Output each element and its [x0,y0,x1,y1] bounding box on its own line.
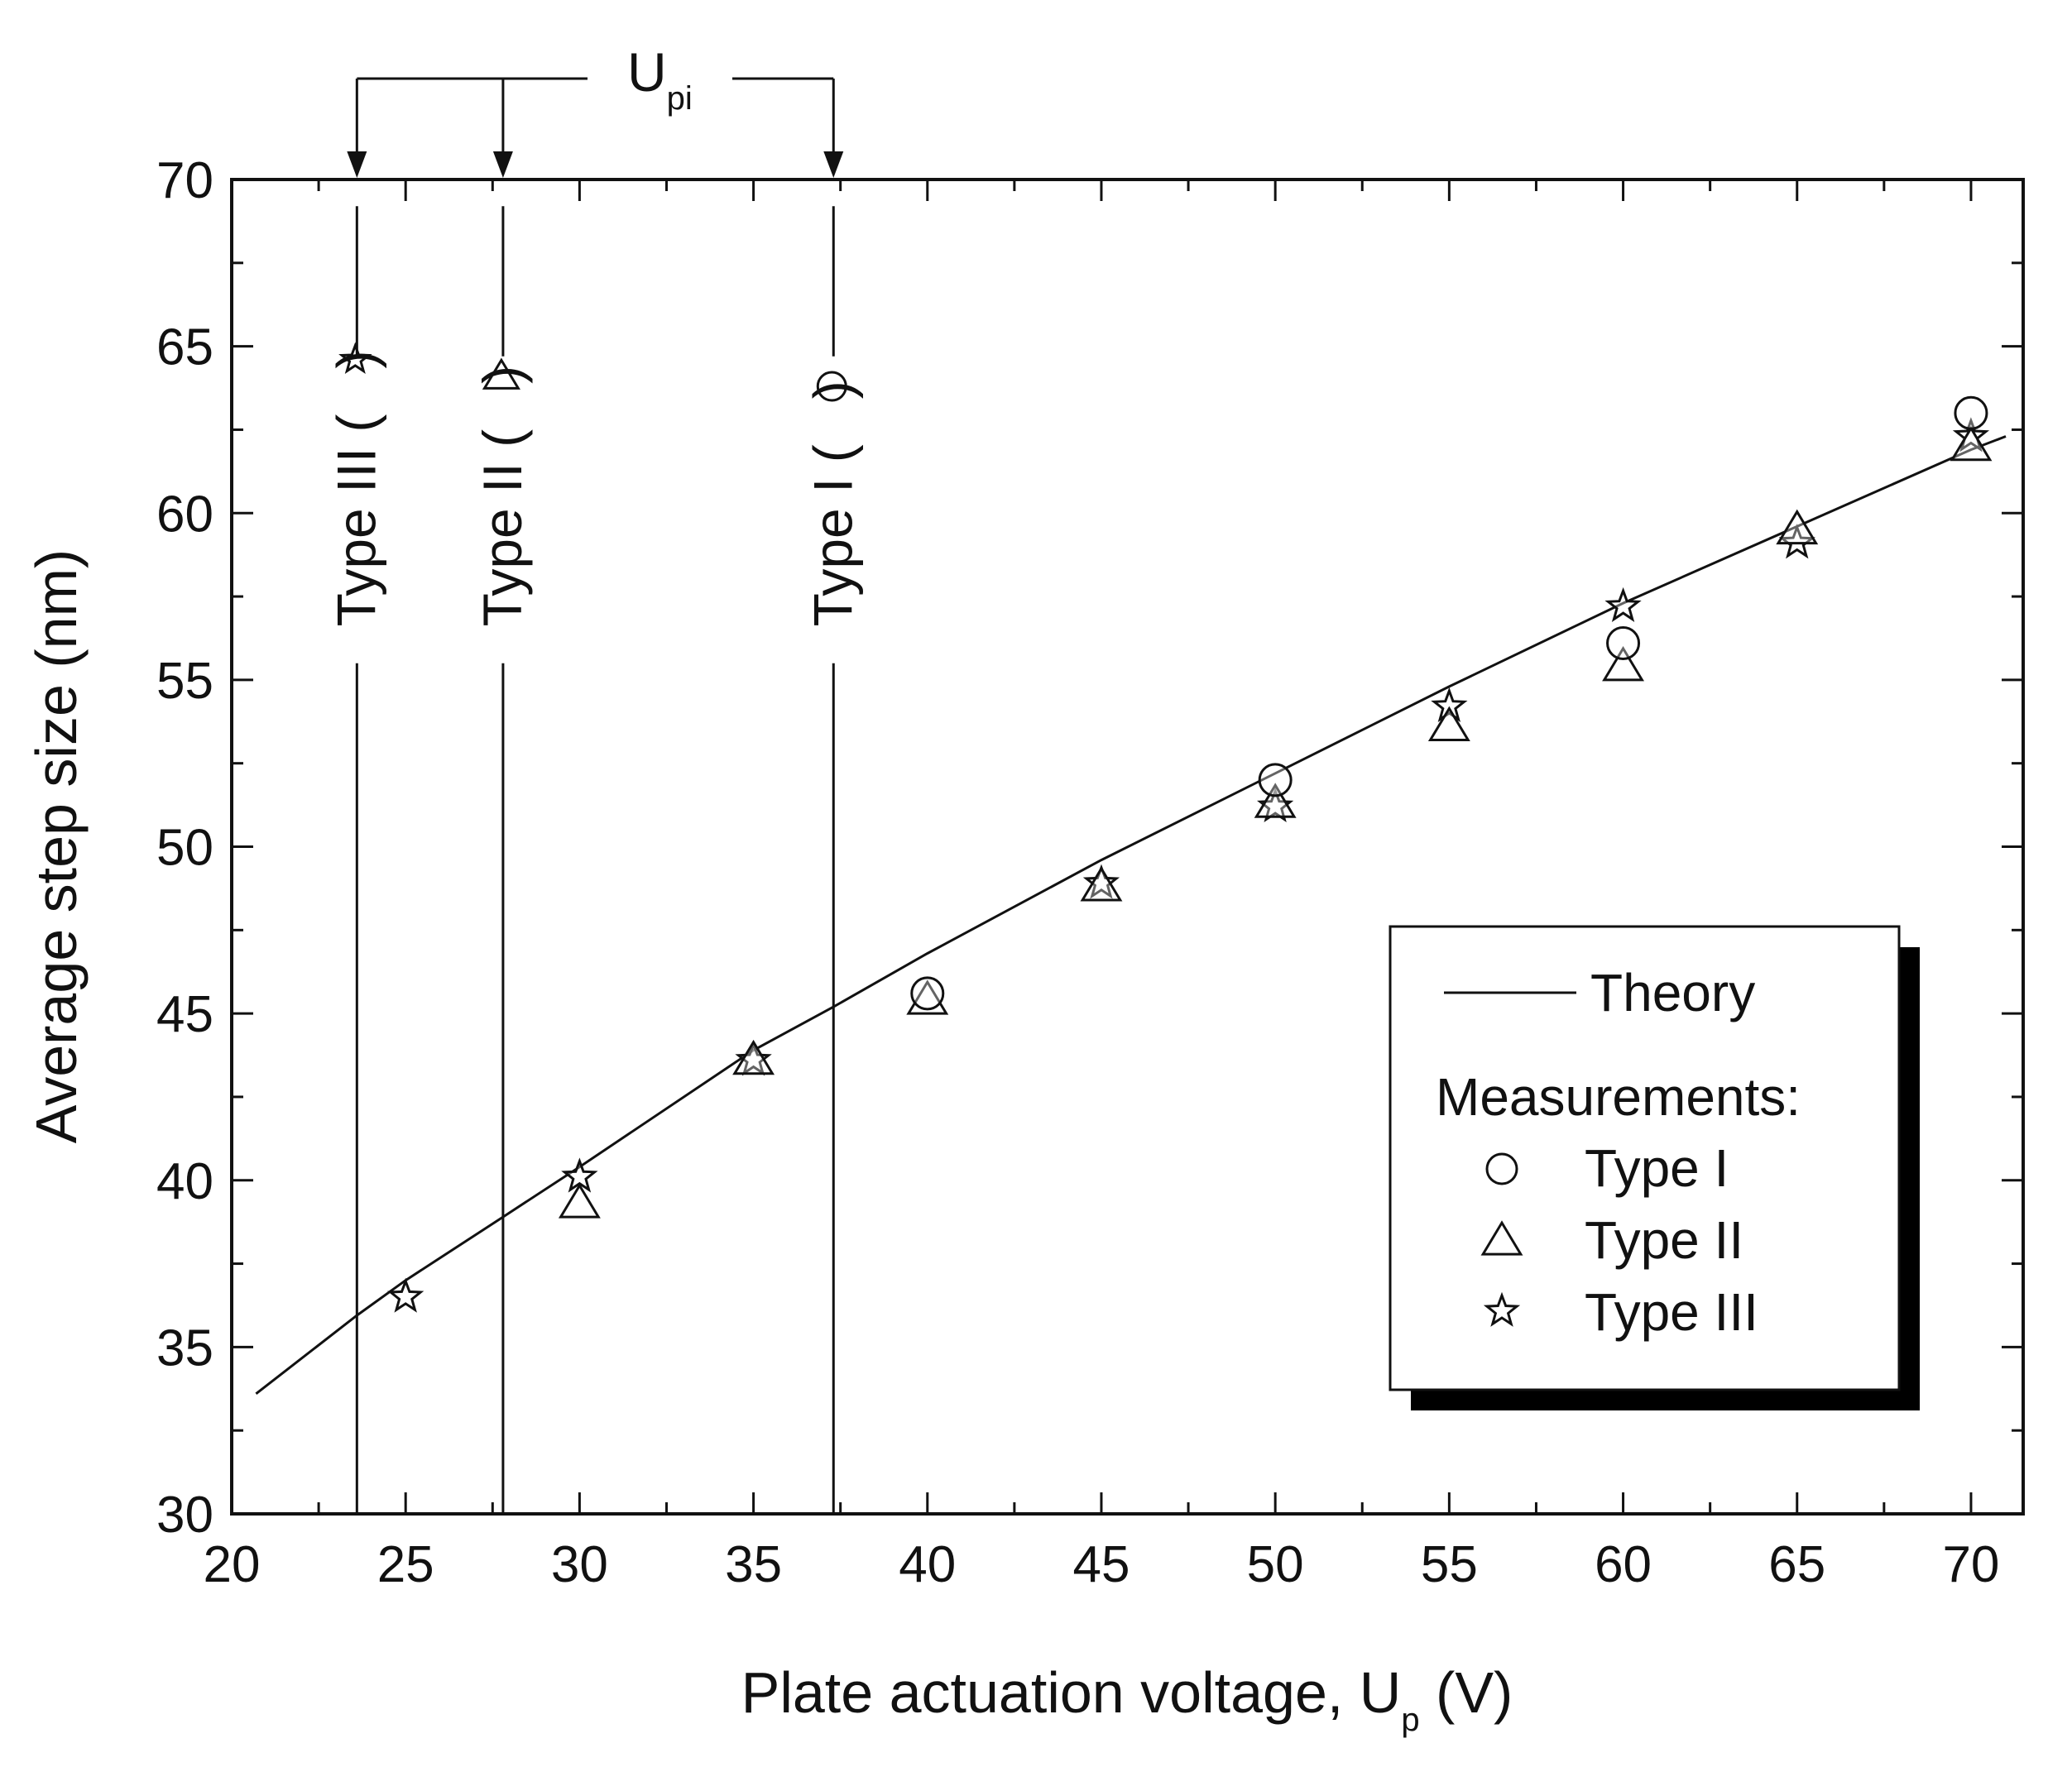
pull-in-label-type-i: Type I ( ) [802,381,863,626]
y-tick-label-45: 45 [156,986,213,1043]
axis-ticks: 20 25 30 35 40 45 50 55 60 65 70 30 35 40 45 50 55 60 65 70 [156,152,2023,1593]
legend-type-iii-label: Type III [1585,1282,1758,1342]
x-axis-title-unit: (V) [1420,1660,1513,1725]
point-type-iii-25 [387,1277,424,1313]
point-type-iii-65 [1778,524,1815,559]
y-tick-label-70: 70 [156,152,213,209]
y-tick-label-40: 40 [156,1153,213,1210]
y-tick-label-60: 60 [156,486,213,543]
y-tick-label-50: 50 [156,820,213,877]
pull-in-marker-type-iii [338,342,372,374]
legend-marker-star-icon [1483,1291,1521,1327]
legend-type-ii-label: Type II [1585,1210,1743,1270]
pull-in-label-text-type-ii: Type II ( [472,429,533,626]
x-tick-label-65: 65 [1768,1536,1825,1593]
x-tick-label-45: 45 [1072,1536,1130,1593]
y-tick-label-65: 65 [156,319,213,376]
pull-in-label-gap-type-i [802,399,863,444]
point-type-ii-70 [1950,425,1993,462]
point-type-ii-45 [1080,866,1123,902]
pull-in-arrowhead-type-i [823,151,844,178]
point-type-iii-35 [735,1041,772,1076]
pull-in-label-type-ii: Type II ( ) [472,366,533,626]
x-tick-label-20: 20 [204,1536,261,1593]
point-type-ii-60 [1602,645,1645,682]
point-type-ii-55 [1427,706,1470,741]
y-tick-label-35: 35 [156,1319,213,1377]
point-type-ii-50 [1254,783,1297,818]
legend-box [1389,925,1901,1391]
x-tick-label-35: 35 [725,1536,782,1593]
point-type-i-40 [910,976,945,1011]
x-tick-label-50: 50 [1247,1536,1304,1593]
y-axis-title: Average step size (nm) [24,549,89,1143]
pull-in-voltage-label: Upi [627,41,693,117]
x-axis-title-subscript: p [1401,1702,1419,1738]
pull-in-arrowhead-type-iii [347,151,367,178]
pull-in-label-close-type-i: ) [802,381,863,399]
point-type-i-60 [1606,626,1641,661]
point-type-i-50 [1258,763,1293,797]
legend-markers [1480,1152,1523,1327]
point-type-ii-30 [558,1183,601,1219]
pull-in-label-subscript: pi [667,80,693,117]
x-tick-label-25: 25 [377,1536,434,1593]
point-type-iii-45 [1082,864,1120,899]
point-type-ii-35 [732,1039,775,1075]
pull-in-label-main: U [627,41,667,103]
theory-layer [255,435,2007,1395]
point-type-i-70 [1954,395,1988,430]
series-type-i [910,395,1988,1011]
point-type-iii-70 [1952,417,1990,453]
x-tick-label-30: 30 [551,1536,608,1593]
pull-in-label-gap-type-ii [472,384,533,429]
x-tick-label-40: 40 [899,1536,956,1593]
point-type-ii-65 [1776,509,1819,545]
legend-type-i-label: Type I [1585,1138,1729,1198]
point-type-iii-60 [1604,587,1642,622]
legend-measurements-label: Measurements: [1436,1067,1801,1127]
measurement-points [387,395,1993,1313]
x-axis-title-main: Plate actuation voltage, U [741,1660,1402,1725]
pull-in-marker-type-ii [482,357,520,390]
pull-in-lines: Type III ( )Type II ( )Type I ( ) [325,77,863,1514]
y-tick-label-55: 55 [156,653,213,710]
y-tick-label-30: 30 [156,1487,213,1544]
pull-in-label-text-type-i: Type I ( [802,444,863,626]
legend-marker-triangle-icon [1480,1220,1523,1256]
point-type-iii-55 [1431,687,1468,722]
pull-in-label-text-type-iii: Type III ( [325,414,386,627]
x-axis-title: Plate actuation voltage, Up (V) [741,1660,1513,1738]
theory-curve [255,435,2007,1395]
legend-marker-circle-icon [1485,1152,1518,1185]
legend-theory-label: Theory [1590,963,1755,1022]
x-tick-label-70: 70 [1942,1536,1999,1593]
pull-in-label-type-iii: Type III ( ) [325,351,386,627]
pull-in-marker-type-i [816,371,847,402]
pull-in-arrowhead-type-ii [492,151,513,178]
x-tick-label-55: 55 [1421,1536,1478,1593]
pull-in-label-close-type-ii: ) [472,366,533,384]
pull-in-label-gap-type-iii [325,369,386,414]
x-tick-label-60: 60 [1595,1536,1652,1593]
legend: Theory Measurements: Type I Type II Type… [1389,925,1920,1410]
